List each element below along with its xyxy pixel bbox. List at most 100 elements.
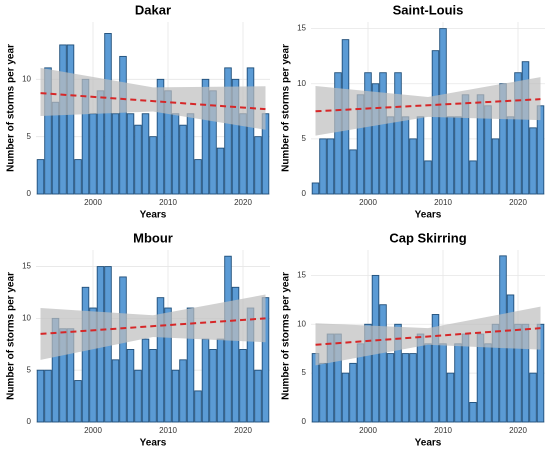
bar xyxy=(476,333,485,423)
bar xyxy=(409,353,417,423)
bar xyxy=(254,369,262,423)
bar xyxy=(74,159,82,195)
bar xyxy=(514,72,522,195)
trend-line xyxy=(40,317,266,335)
trend-line xyxy=(40,92,266,111)
panel-title: Dakar xyxy=(135,2,171,17)
y-tick-label: 15 xyxy=(297,271,306,280)
bar xyxy=(439,343,447,423)
x-tick-label: 2020 xyxy=(234,198,252,207)
bar xyxy=(186,307,195,423)
confidence-band xyxy=(40,67,266,130)
x-tick-label: 2020 xyxy=(509,426,527,435)
y-tick-label: 10 xyxy=(22,313,31,322)
bar xyxy=(194,159,202,195)
x-tick-label: 2010 xyxy=(159,198,177,207)
bar xyxy=(119,55,127,195)
y-axis-label: Number of storms per year xyxy=(281,272,292,400)
x-tick-label: 2020 xyxy=(234,426,252,435)
bar xyxy=(141,113,150,195)
bar xyxy=(424,160,432,195)
panel: Saint-Louis 0 5 10 15 2000 2010 2020 Years Number… xyxy=(281,2,545,221)
bar xyxy=(36,369,45,423)
y-axis-label: Number of storms per year xyxy=(281,44,292,172)
bar xyxy=(231,78,240,195)
y-tick-label: 5 xyxy=(27,365,32,374)
bar xyxy=(209,349,217,423)
confidence-band xyxy=(40,294,266,360)
bar xyxy=(44,369,52,423)
bar xyxy=(89,113,97,195)
bar xyxy=(506,116,515,195)
bar xyxy=(119,276,127,423)
bar xyxy=(164,307,172,423)
bar xyxy=(491,138,500,195)
panel-title: Mbour xyxy=(133,230,173,245)
bar xyxy=(349,362,357,423)
bar xyxy=(149,136,157,195)
bar xyxy=(529,127,537,195)
bar xyxy=(111,113,120,195)
bar xyxy=(134,369,142,423)
bar xyxy=(521,61,530,195)
x-axis-label: Years xyxy=(415,438,442,449)
x-tick-label: 2010 xyxy=(434,198,452,207)
bar xyxy=(141,338,150,423)
y-tick-label: 0 xyxy=(302,189,307,198)
bar xyxy=(401,353,410,423)
bar xyxy=(171,113,180,195)
bar xyxy=(36,159,45,195)
bar xyxy=(319,138,327,195)
x-tick-label: 2010 xyxy=(434,426,452,435)
bar xyxy=(326,138,335,195)
bar xyxy=(334,72,342,195)
bar xyxy=(416,116,425,195)
bar xyxy=(319,362,327,423)
y-tick-label: 5 xyxy=(302,134,307,143)
bar xyxy=(379,304,387,423)
y-tick-label: 15 xyxy=(297,24,306,33)
bar xyxy=(454,116,462,195)
x-tick-label: 2000 xyxy=(84,198,102,207)
bar xyxy=(454,343,462,423)
bar xyxy=(506,294,515,423)
y-tick-label: 0 xyxy=(27,189,32,198)
bar xyxy=(201,78,210,195)
panel: Mbour 0 5 10 15 2000 2010 2020 Years Number of st… xyxy=(6,230,270,449)
y-tick-label: 5 xyxy=(27,132,32,141)
x-tick-label: 2020 xyxy=(509,198,527,207)
bar xyxy=(311,182,320,195)
bar xyxy=(149,349,157,423)
bar xyxy=(171,369,180,423)
x-tick-label: 2000 xyxy=(359,198,377,207)
y-tick-label: 10 xyxy=(22,74,31,83)
bar xyxy=(246,67,255,195)
bar xyxy=(394,72,402,195)
bar xyxy=(194,390,202,423)
panel: Cap Skirring 0 5 10 15 2000 2010 2020 Years Numbe… xyxy=(281,230,545,449)
bar xyxy=(59,44,67,195)
bar xyxy=(431,50,440,195)
bar xyxy=(386,353,395,423)
bar xyxy=(379,72,387,195)
bar xyxy=(81,286,90,423)
x-tick-label: 2000 xyxy=(359,426,377,435)
confidence-band xyxy=(315,77,541,136)
bar xyxy=(401,116,410,195)
bar xyxy=(51,101,60,195)
bar xyxy=(74,380,82,423)
bar xyxy=(461,333,470,423)
bar xyxy=(104,33,112,195)
bar xyxy=(446,372,455,423)
bar xyxy=(111,359,120,423)
bar xyxy=(484,343,492,423)
bar xyxy=(201,338,210,423)
bar xyxy=(254,136,262,195)
trend-line xyxy=(315,98,541,113)
bar xyxy=(349,149,357,195)
y-axis-label: Number of storms per year xyxy=(6,272,17,400)
bar xyxy=(231,286,240,423)
bar xyxy=(341,372,350,423)
y-tick-label: 10 xyxy=(297,79,306,88)
bar xyxy=(224,67,232,195)
